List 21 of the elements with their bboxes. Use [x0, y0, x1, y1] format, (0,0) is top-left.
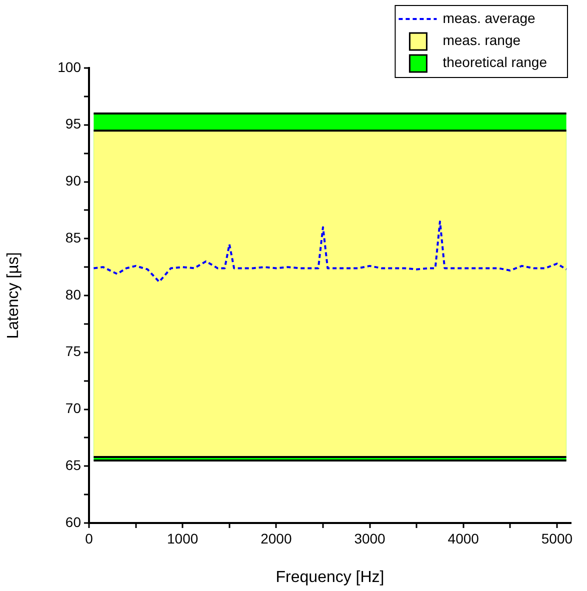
legend-label: theoretical range: [442, 54, 548, 70]
y-tick-label: 75: [65, 343, 82, 360]
y-tick-label: 95: [65, 116, 82, 132]
x-tick-label: 0: [85, 530, 94, 546]
x-tick-label: 3000: [354, 530, 386, 546]
x-tick-label: 1000: [167, 530, 198, 546]
y-tick-label: 70: [65, 400, 82, 416]
x-tick-label: 2000: [260, 530, 292, 546]
y-tick-label: 90: [65, 172, 82, 189]
x-tick-label: 5000: [541, 530, 573, 546]
x-axis-title: Frequency [Hz]: [276, 568, 384, 586]
y-tick-label: 85: [65, 229, 82, 246]
legend-label: meas. average: [442, 10, 536, 26]
y-tick-label: 60: [65, 514, 82, 530]
y-axis-title: Latency [µs]: [5, 252, 22, 339]
y-tick-label: 100: [58, 58, 82, 75]
line-series: [92, 220, 568, 283]
legend-label: meas. range: [442, 32, 521, 48]
y-tick-label: 80: [65, 286, 82, 302]
y-tick-label: 65: [65, 456, 82, 473]
x-tick-label: 4000: [448, 530, 480, 546]
